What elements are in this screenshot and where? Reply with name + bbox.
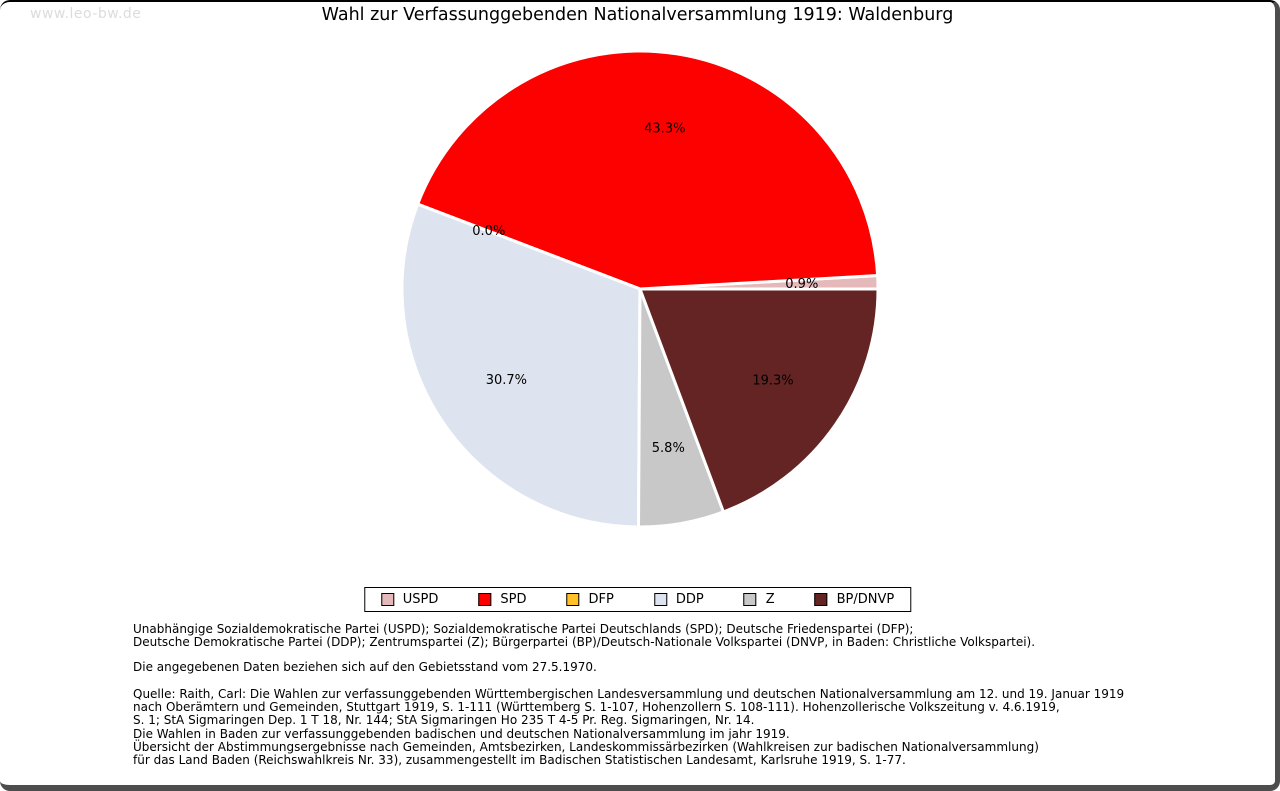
pie-slice-spd — [415, 49, 880, 291]
legend-label-uspd: USPD — [402, 592, 439, 607]
legend-item-bp-dnvp: BP/DNVP — [814, 592, 895, 607]
gebietsstand-note: Die angegebenen Daten beziehen sich auf … — [133, 660, 597, 674]
note-line: Unabhängige Sozialdemokratische Partei (… — [133, 622, 914, 636]
party-abbreviations-note: Unabhängige Sozialdemokratische Partei (… — [133, 622, 1036, 650]
legend-label-z: Z — [765, 592, 775, 607]
legend-item-spd: SPD — [478, 592, 527, 607]
legend-item-uspd: USPD — [380, 592, 439, 607]
page-title: Wahl zur Verfassunggebenden Nationalvers… — [321, 5, 954, 25]
legend-item-dfp: DFP — [566, 592, 614, 607]
note-line: für das Land Baden (Reichswahlkreis Nr. … — [133, 753, 906, 768]
legend-label-ddp: DDP — [675, 592, 704, 607]
legend-swatch-bp-dnvp — [814, 593, 828, 606]
pie-chart: 0.9% 43.3% 0.0% 30.7% 5.8% 19.3% — [400, 49, 880, 529]
pie-slice-bp-dnvp — [637, 287, 880, 514]
pie-slice-percent-label-spd: 43.3% — [644, 122, 685, 137]
legend-item-ddp: DDP — [653, 592, 704, 607]
note-line: Übersicht der Abstimmungsergebnisse nach… — [133, 739, 1039, 754]
watermark: www.leo-bw.de — [30, 6, 142, 22]
note-line: nach Oberämtern und Gemeinden, Stuttgart… — [133, 700, 1060, 715]
legend-swatch-dfp — [566, 593, 580, 606]
legend-label-dfp: DFP — [588, 592, 614, 607]
pie-slice-ddp — [400, 202, 642, 529]
pie-slice-percent-label-bp-dnvp: 19.3% — [752, 374, 793, 389]
note-line: Quelle: Raith, Carl: Die Wahlen zur verf… — [133, 687, 1125, 701]
pie-slice-percent-label-z: 5.8% — [652, 441, 685, 456]
note-line: Deutsche Demokratische Partei (DDP); Zen… — [133, 635, 1036, 650]
pie-slice-percent-label-uspd: 0.9% — [785, 277, 818, 292]
legend-swatch-ddp — [653, 593, 667, 606]
legend-label-bp-dnvp: BP/DNVP — [836, 592, 895, 607]
note-line: S. 1; StA Sigmaringen Dep. 1 T 18, Nr. 1… — [133, 713, 755, 728]
legend-item-z: Z — [743, 592, 775, 607]
chart-legend: USPD SPD DFP DDP Z BP/DNVP — [363, 587, 912, 612]
legend-swatch-uspd — [380, 593, 394, 606]
legend-swatch-z — [743, 593, 757, 606]
source-note: Quelle: Raith, Carl: Die Wahlen zur verf… — [133, 687, 1125, 768]
pie-slice-percent-label-dfp: 0.0% — [472, 224, 505, 239]
pie-slice-percent-label-ddp: 30.7% — [486, 373, 527, 388]
legend-swatch-spd — [478, 593, 492, 606]
note-line: Die Wahlen in Baden zur verfassunggebend… — [133, 726, 790, 741]
note-line: Die angegebenen Daten beziehen sich auf … — [133, 660, 597, 674]
legend-label-spd: SPD — [500, 592, 527, 607]
